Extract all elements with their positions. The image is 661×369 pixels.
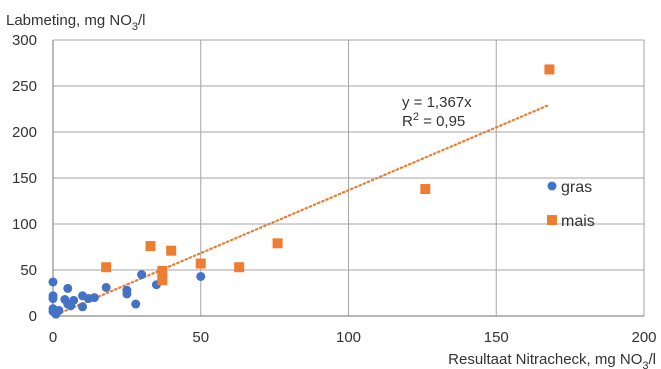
point-gras [122,289,132,299]
data-points [48,64,555,319]
y-tick-label: 250 [12,78,37,95]
y-tick-label: 150 [12,170,37,187]
point-gras [63,283,73,293]
point-mais [272,238,283,249]
point-gras [78,302,88,312]
point-mais [234,262,245,273]
axes [52,40,644,317]
x-tick-label: 50 [192,329,209,346]
point-mais [157,265,168,276]
point-gras [69,295,79,305]
y-tick-label: 200 [12,124,37,141]
x-tick-label: 0 [49,329,57,346]
point-gras [101,282,111,292]
trendline-line [51,103,551,318]
point-mais [195,258,206,269]
x-tick-labels: 0 50 100 150 200 [49,329,657,346]
x-tick-label: 150 [484,329,509,346]
point-gras [131,299,141,309]
point-gras [48,277,58,287]
trendline-r-squared: R2 = 0,95 [402,111,465,130]
y-tick-labels: 0 50 100 150 200 250 300 [12,32,37,325]
legend-label-gras: gras [561,179,592,196]
point-mais [544,64,555,75]
point-mais [157,275,168,286]
legend-marker-mais [547,215,557,225]
legend-marker-gras [547,181,557,191]
x-axis-title: Resultaat Nitracheck, mg NO3/l [448,351,656,369]
legend-label-mais: mais [561,213,595,230]
point-gras [89,293,99,303]
point-gras [54,305,64,315]
point-gras [196,271,206,281]
x-tick-label: 200 [631,329,656,346]
y-tick-label: 50 [20,262,37,279]
legend: gras mais [547,179,595,230]
grid-lines [53,39,645,316]
y-tick-label: 0 [29,308,37,325]
y-tick-label: 100 [12,216,37,233]
point-mais [145,241,156,252]
point-gras [137,270,147,280]
y-axis-title: Labmeting, mg NO3/l [6,12,146,33]
point-mais [166,245,177,256]
point-mais [420,184,431,195]
point-mais [101,262,112,273]
point-gras [48,294,58,304]
x-tick-label: 100 [336,329,361,346]
trendline [51,103,551,318]
trendline-equation: y = 1,367x [402,94,472,111]
y-tick-label: 300 [12,32,37,49]
